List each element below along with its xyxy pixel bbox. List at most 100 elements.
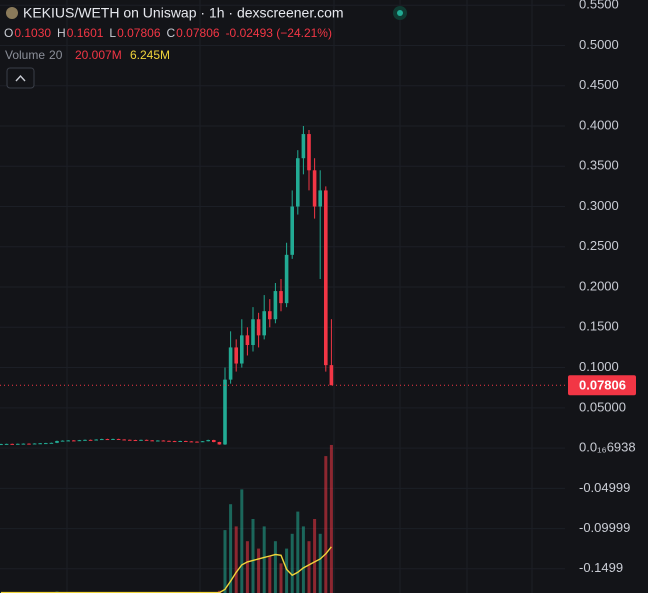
candle-body bbox=[128, 439, 132, 441]
candle-body bbox=[245, 335, 250, 346]
last-price-label: 0.07806 bbox=[579, 378, 626, 393]
candle-body bbox=[301, 134, 306, 159]
candle-body bbox=[290, 206, 294, 255]
candle-body bbox=[240, 335, 244, 364]
candle-body bbox=[133, 440, 138, 442]
volume-bar bbox=[318, 533, 322, 593]
volume-bar bbox=[329, 444, 333, 593]
candle-body bbox=[38, 443, 42, 445]
y-tick-label: 0.3500 bbox=[579, 158, 619, 173]
candle-body bbox=[228, 347, 233, 380]
y-tick-label: 0.3000 bbox=[579, 198, 619, 213]
title: KEKIUS/WETH on Uniswap · 1h · dexscreene… bbox=[23, 5, 344, 21]
candle-body bbox=[273, 291, 278, 320]
volume-bar bbox=[229, 504, 233, 593]
volume-bar bbox=[296, 511, 300, 593]
collapse-icon bbox=[15, 74, 26, 82]
y-tick-label: 0.2500 bbox=[579, 238, 619, 253]
candle-body bbox=[217, 442, 222, 445]
y-tick-label: 0.1000 bbox=[579, 359, 619, 374]
volume-bar bbox=[279, 563, 283, 593]
y-tick-label: 0.4500 bbox=[579, 77, 619, 92]
candle-body bbox=[60, 440, 65, 442]
candle-body bbox=[10, 443, 14, 445]
candle-body bbox=[318, 190, 322, 207]
ohlc-key: C bbox=[167, 26, 176, 40]
candle-body bbox=[100, 439, 104, 441]
candle-body bbox=[66, 440, 70, 442]
candle-body bbox=[72, 440, 76, 442]
candle-body bbox=[32, 443, 37, 445]
candle-body bbox=[49, 442, 54, 444]
candle-body bbox=[139, 439, 143, 441]
volume-legend-ma: 6.245M bbox=[130, 48, 170, 62]
ohlc-value: 0.07806 bbox=[176, 26, 220, 40]
ohlc-legend: O 0.1030 H 0.1601 L 0.07806 C 0.07806 -0.02493 (… bbox=[4, 26, 332, 40]
candle-body bbox=[156, 440, 160, 442]
price-axis: 0.5500 0.5000 0.4500 0.4000 0.3500 0.3000 0.25… bbox=[568, 0, 636, 575]
candle-body bbox=[83, 439, 87, 441]
volume-bar bbox=[257, 548, 261, 593]
volume-legend-name: Volume bbox=[5, 48, 45, 62]
candle-body bbox=[223, 379, 227, 445]
candle-body bbox=[324, 190, 328, 366]
candle-body bbox=[44, 443, 48, 445]
candle-body bbox=[144, 439, 149, 441]
volume-bar bbox=[262, 526, 266, 593]
candle-body bbox=[111, 438, 115, 440]
volume-legend-value: 20.007M bbox=[75, 48, 122, 62]
candle-body bbox=[77, 440, 82, 442]
volume-legend-length: 20 bbox=[49, 48, 63, 62]
ohlc-value: 0.1030 bbox=[14, 26, 51, 40]
ohlc-key: L bbox=[109, 26, 116, 40]
candle-body bbox=[21, 443, 26, 445]
volume-bar bbox=[240, 489, 244, 593]
candle-body bbox=[234, 347, 238, 364]
y-tick-label: 0.4000 bbox=[579, 117, 619, 132]
candle-body bbox=[284, 254, 289, 304]
candle-body bbox=[279, 291, 283, 304]
candle-body bbox=[150, 440, 154, 442]
candle-body bbox=[27, 443, 31, 445]
candle-body bbox=[161, 440, 166, 442]
ohlc-value: 0.1601 bbox=[67, 26, 104, 40]
status-dot bbox=[397, 10, 403, 16]
y-tick-label: 0.0₁₆6938 bbox=[579, 440, 636, 455]
y-tick-label: 0.05000 bbox=[579, 399, 626, 414]
ohlc-value: 0.07806 bbox=[117, 26, 161, 40]
candle-body bbox=[296, 158, 300, 207]
candle-body bbox=[167, 440, 171, 442]
y-tick-label: 0.2000 bbox=[579, 278, 619, 293]
candle-body bbox=[4, 443, 9, 445]
plot bbox=[0, 4, 568, 593]
ohlc-change: -0.02493 (−24.21%) bbox=[226, 26, 332, 40]
volume-bar bbox=[307, 541, 311, 593]
volume-bar bbox=[324, 456, 328, 593]
candle-body bbox=[116, 438, 121, 440]
candle-body bbox=[256, 319, 261, 336]
candle-body bbox=[88, 439, 93, 441]
volume-bar bbox=[268, 556, 272, 593]
candle-body bbox=[94, 439, 98, 441]
volume-bar bbox=[301, 526, 305, 593]
candle-body bbox=[122, 439, 126, 441]
volume-bar bbox=[251, 519, 255, 593]
candle-body bbox=[172, 441, 177, 443]
candle-body bbox=[268, 311, 272, 320]
volume-bar bbox=[273, 541, 277, 593]
candle-body bbox=[16, 443, 20, 445]
candle-body bbox=[0, 444, 3, 446]
candle-body bbox=[251, 319, 255, 346]
collapse-button[interactable] bbox=[6, 67, 35, 89]
candle-body bbox=[105, 439, 110, 441]
volume-bar bbox=[313, 519, 317, 593]
candle-body bbox=[212, 440, 216, 443]
candle-body bbox=[200, 441, 205, 443]
candle-body bbox=[329, 365, 334, 386]
candle-body bbox=[189, 441, 194, 443]
y-tick-label: 0.1500 bbox=[579, 319, 619, 334]
candle-body bbox=[206, 440, 210, 442]
candle-body bbox=[184, 440, 188, 442]
